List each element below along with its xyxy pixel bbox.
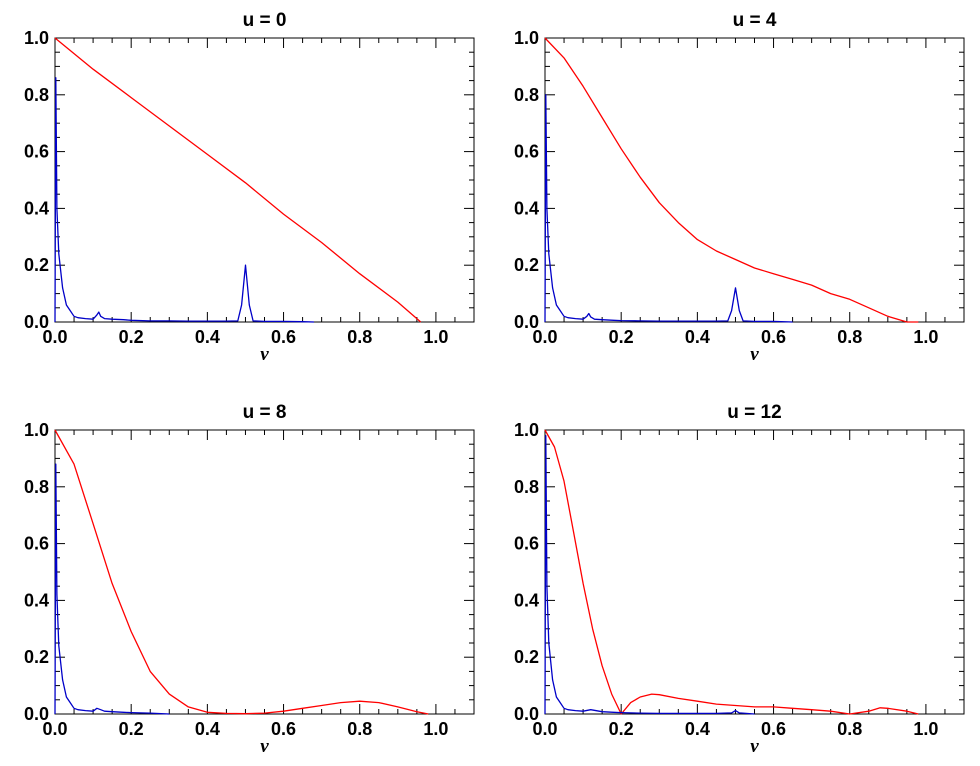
y-tick-label: 0.4 [514,590,539,610]
chart-panel-1: u = 0 0.0 0.2 0.4 0.6 0.8 1.0 0.0 0.2 0.4 0.6 0.8 1.… [24,10,475,365]
y-tick-label: 0.2 [514,647,539,667]
y-tick-label: 0.4 [24,590,49,610]
x-tick-label: 0.8 [347,719,372,739]
x-axis-label: ν [260,344,269,365]
panel-title: u = 4 [733,10,777,31]
x-tick-label: 0.0 [42,327,67,347]
x-tick-label: 1.0 [913,719,938,739]
x-tick-label: 0.0 [532,327,557,347]
y-tick-label: 0.8 [24,477,49,497]
y-tick-label: 0.2 [24,647,49,667]
x-tick-label: 0.8 [347,327,372,347]
x-tick-label: 0.0 [42,719,67,739]
x-tick-label: 0.8 [837,327,862,347]
red-series-line [544,37,919,323]
y-tick-label: 0.8 [24,85,49,105]
y-tick-label: 0.8 [514,477,539,497]
y-tick-label: 0.8 [514,85,539,105]
red-series-line [54,429,429,715]
y-tick-label: 1.0 [24,28,49,48]
x-tick-label: 0.4 [685,327,710,347]
y-tick-label: 0.2 [24,255,49,275]
x-tick-label: 0.6 [761,327,786,347]
chart-panel-3: u = 8 0.0 0.2 0.4 0.6 0.8 1.0 0.0 0.2 0.4 0.6 0.8 1.… [24,402,475,757]
chart-panel-4: u = 12 0.0 0.2 0.4 0.6 0.8 1.0 0.0 0.2 0.4 0.6 0.8 1… [514,402,965,757]
plot-frame [544,429,965,715]
y-tick-label: 0.0 [514,704,539,724]
blue-series-line [54,463,170,715]
x-axis-label: ν [750,736,759,757]
x-axis-label: ν [260,736,269,757]
y-tick-label: 0.6 [514,142,539,162]
x-tick-label: 0.2 [609,719,634,739]
panel-title: u = 8 [243,402,287,423]
chart-panel-2: u = 4 0.0 0.2 0.4 0.6 0.8 1.0 0.0 0.2 0.4 0.6 0.8 1.… [514,10,965,365]
y-tick-label: 0.2 [514,255,539,275]
x-tick-label: 1.0 [423,719,448,739]
x-tick-label: 0.2 [119,327,144,347]
x-tick-label: 0.0 [532,719,557,739]
panel-title: u = 12 [727,402,781,423]
y-tick-label: 1.0 [514,28,539,48]
blue-series-line [54,77,315,323]
y-tick-label: 0.4 [514,198,539,218]
red-series-line [54,37,422,323]
red-series-line [544,429,919,715]
blue-series-line [544,435,755,715]
plot-frame [54,429,475,715]
y-tick-label: 0.6 [24,142,49,162]
y-tick-label: 0.0 [24,704,49,724]
x-tick-label: 0.6 [271,327,296,347]
x-tick-label: 0.6 [761,719,786,739]
plot-frame [544,37,965,323]
x-tick-label: 0.2 [119,719,144,739]
x-tick-label: 0.8 [837,719,862,739]
panel-title: u = 0 [243,10,287,31]
y-tick-label: 1.0 [24,420,49,440]
x-tick-label: 0.6 [271,719,296,739]
y-tick-label: 0.6 [514,534,539,554]
plot-frame [54,37,475,323]
y-tick-label: 0.0 [514,312,539,332]
y-tick-label: 1.0 [514,420,539,440]
x-tick-label: 0.4 [195,327,220,347]
y-tick-label: 0.0 [24,312,49,332]
x-axis-label: ν [750,344,759,365]
x-tick-label: 1.0 [913,327,938,347]
x-tick-label: 0.4 [195,719,220,739]
blue-series-line [544,94,793,323]
y-tick-label: 0.6 [24,534,49,554]
x-tick-label: 1.0 [423,327,448,347]
y-tick-label: 0.4 [24,198,49,218]
x-tick-label: 0.4 [685,719,710,739]
x-tick-label: 0.2 [609,327,634,347]
